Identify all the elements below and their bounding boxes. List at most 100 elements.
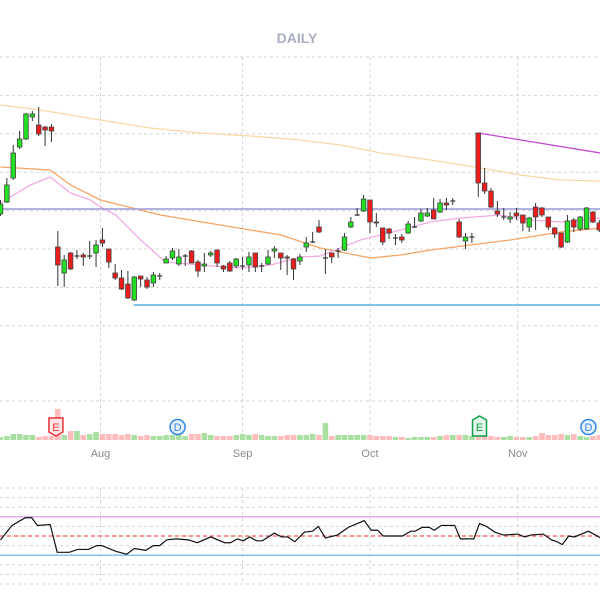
candle (271, 246, 278, 258)
volume-bar (590, 436, 596, 440)
volume-bar (449, 435, 456, 440)
volume-bar (360, 435, 367, 440)
candle (520, 214, 526, 231)
volume-bar (507, 436, 513, 440)
candle-body (558, 232, 564, 248)
candle-body (214, 249, 220, 264)
candle (456, 219, 462, 238)
candle (137, 275, 144, 287)
candle (564, 215, 571, 243)
volume-bar (16, 434, 23, 440)
candle (118, 270, 125, 290)
candle (596, 220, 600, 232)
candle (418, 209, 424, 222)
candle (577, 216, 583, 231)
candle-body (379, 227, 386, 243)
x-tick-label: Aug (91, 448, 111, 460)
volume-bar (150, 436, 157, 440)
volume-bar (481, 435, 488, 440)
candle (437, 199, 443, 213)
volume-bar (246, 435, 252, 440)
volume-bar (341, 435, 348, 440)
candle-body (341, 236, 348, 251)
volume-bar (214, 436, 220, 440)
candle-body (48, 126, 55, 132)
candle (412, 217, 418, 228)
candle (278, 252, 284, 270)
candle-body (42, 126, 48, 131)
candle (284, 255, 290, 275)
volume-bar (0, 437, 4, 440)
volume-bar (354, 435, 361, 440)
volume-bar (258, 435, 265, 440)
candle-body (462, 236, 469, 242)
candle (501, 208, 507, 220)
candle-body (80, 254, 87, 258)
volume-bar (424, 437, 431, 440)
candle (23, 113, 29, 140)
volume-bar (35, 437, 42, 440)
volume-bar (309, 434, 316, 440)
candle-body (55, 246, 61, 266)
candle (329, 252, 335, 263)
candle-body (233, 258, 239, 267)
volume-bar (526, 437, 533, 440)
candle-body (0, 203, 4, 215)
candle (227, 261, 233, 272)
candle-body (271, 248, 278, 252)
candle-body (405, 223, 411, 234)
volume-bar (539, 433, 545, 440)
candle (526, 217, 532, 232)
candle (61, 255, 67, 287)
candle (290, 258, 297, 280)
chart-title: DAILY (277, 30, 318, 46)
candle-body (284, 256, 290, 259)
volume-bar (131, 435, 138, 440)
volume-bar (201, 433, 208, 440)
volume-bar (494, 437, 501, 440)
moving-averages (0, 104, 600, 269)
candle (233, 258, 239, 268)
moving-average-line (0, 104, 600, 182)
dividend-marker: D (580, 418, 597, 436)
candle-body (367, 199, 373, 223)
candle (106, 248, 112, 268)
candle (214, 249, 220, 267)
candle-body (418, 212, 424, 222)
candle-body (137, 275, 144, 280)
volume-bar (469, 436, 475, 440)
candle-body (297, 256, 303, 262)
candle-body (373, 221, 380, 224)
candle-body (131, 276, 137, 301)
candle (392, 234, 398, 245)
volume-bar (4, 436, 10, 440)
candle (208, 251, 214, 257)
volume-bar (551, 435, 558, 440)
candle (316, 220, 322, 233)
candle (583, 207, 590, 230)
candle (259, 263, 265, 272)
volume-bar (284, 435, 290, 440)
volume-bar (335, 435, 341, 440)
candle-body (220, 265, 227, 270)
candle (252, 252, 258, 272)
candle (405, 221, 411, 234)
candle (182, 254, 188, 266)
volume-bar (112, 434, 118, 440)
candle-body (118, 277, 125, 290)
volume-bar (227, 436, 233, 440)
candle (195, 260, 201, 277)
volume-bar (277, 436, 284, 440)
candle-body (571, 219, 577, 228)
volume-bar (42, 436, 48, 440)
volume-bar (443, 435, 450, 440)
volume-bar (475, 436, 482, 440)
x-axis-labels: Aug Sep Oct Nov (91, 448, 528, 460)
candle (539, 207, 545, 217)
volume-bar (430, 437, 437, 440)
candle (10, 145, 16, 180)
candle-body (93, 244, 99, 254)
candle-body (481, 182, 488, 192)
